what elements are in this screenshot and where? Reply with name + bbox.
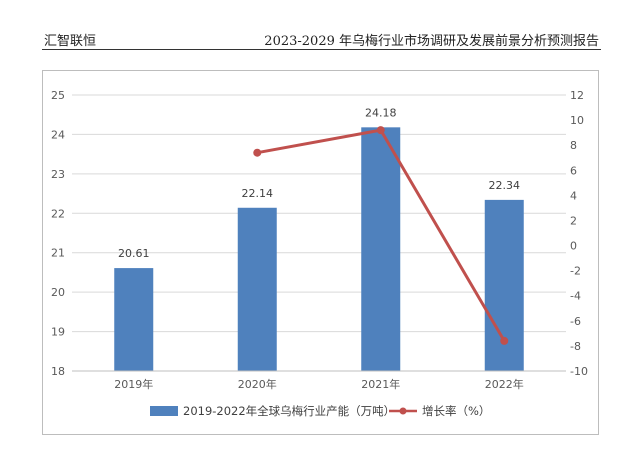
bar-data-label: 24.18 <box>365 106 397 119</box>
right-axis-tick-label: 2 <box>570 214 577 227</box>
bar <box>484 199 524 371</box>
growth-point <box>376 126 385 135</box>
chart-frame <box>42 70 599 435</box>
right-axis-tick-label: -6 <box>570 315 581 328</box>
left-axis-tick-label: 24 <box>51 128 65 141</box>
growth-line-series <box>253 126 509 345</box>
right-axis-tick-label: -8 <box>570 340 581 353</box>
right-axis-tick-label: 4 <box>570 189 577 202</box>
bar-series <box>114 127 524 372</box>
right-axis-tick-label: 6 <box>570 164 577 177</box>
x-axis-ticks: 2019年 2020年 2021年 2022年 <box>72 370 566 391</box>
bar-data-label: 22.34 <box>489 179 521 192</box>
right-axis-tick-label: -2 <box>570 265 581 278</box>
bar <box>114 268 154 371</box>
x-axis-tick-label: 2022年 <box>485 377 524 391</box>
legend-bar-label: 2019-2022年全球乌梅行业产能（万吨） <box>183 404 395 418</box>
right-axis-tick-label: 8 <box>570 139 577 152</box>
growth-point <box>253 148 262 157</box>
legend-line-marker <box>399 407 407 415</box>
left-axis-tick-label: 18 <box>51 365 65 378</box>
x-axis-tick-label: 2020年 <box>238 377 277 391</box>
right-axis-tick-label: 12 <box>570 89 584 102</box>
header-report-title: 2023-2029 年乌梅行业市场调研及发展前景分析预测报告 <box>264 34 599 49</box>
growth-point <box>500 336 509 345</box>
right-axis-tick-label: -4 <box>570 290 581 303</box>
bar-data-labels: 20.61 22.14 24.18 22.34 <box>118 106 520 260</box>
bar-data-label: 20.61 <box>118 247 150 260</box>
left-axis-tick-label: 23 <box>51 168 65 181</box>
left-axis-tick-label: 22 <box>51 207 65 220</box>
header-company: 汇智联恒 <box>44 34 97 49</box>
right-axis-ticks: -10 -8 -6 -4 -2 0 2 4 6 8 10 12 <box>570 89 588 378</box>
right-axis-tick-label: -10 <box>570 365 588 378</box>
bar <box>237 207 277 371</box>
x-axis-tick-label: 2019年 <box>114 377 153 391</box>
header-rule <box>42 49 601 50</box>
left-axis-tick-label: 19 <box>51 326 65 339</box>
legend-line-label: 增长率（%） <box>422 404 490 418</box>
legend: 2019-2022年全球乌梅行业产能（万吨） 增长率（%） <box>150 404 490 418</box>
left-axis-tick-label: 21 <box>51 247 65 260</box>
right-axis-tick-label: 0 <box>570 240 577 253</box>
x-axis-tick-label: 2021年 <box>361 377 400 391</box>
legend-bar-swatch <box>150 406 178 416</box>
right-axis-tick-label: 10 <box>570 114 584 127</box>
bar-data-label: 22.14 <box>242 187 274 200</box>
left-axis-tick-label: 25 <box>51 89 65 102</box>
left-axis-ticks: 18 19 20 21 22 23 24 25 <box>51 89 65 378</box>
left-axis-tick-label: 20 <box>51 286 65 299</box>
bar <box>361 127 401 372</box>
